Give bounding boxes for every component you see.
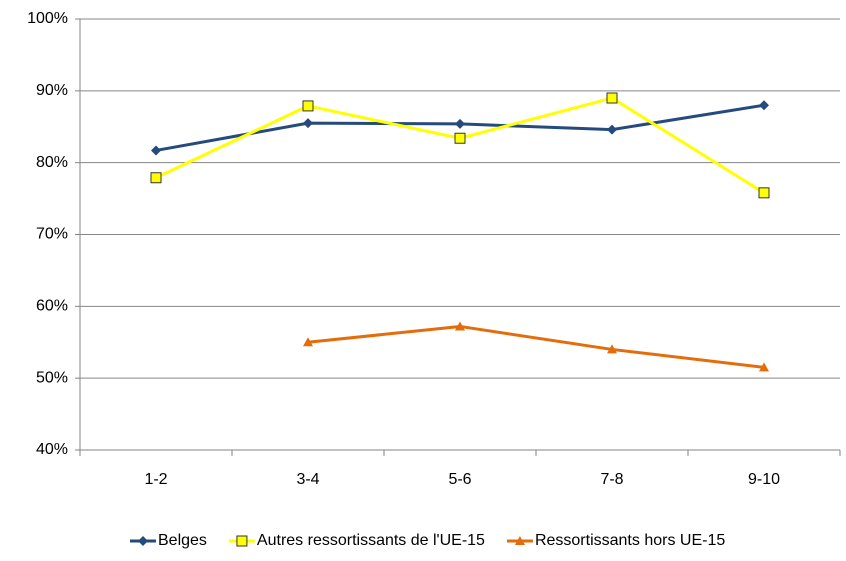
marker bbox=[236, 535, 248, 547]
y-tick-label: 90% bbox=[36, 82, 68, 99]
marker bbox=[303, 118, 313, 129]
series-line bbox=[155, 96, 765, 195]
y-tick-label: 50% bbox=[36, 369, 68, 386]
marker bbox=[759, 362, 769, 372]
marker bbox=[514, 536, 525, 545]
marker bbox=[138, 536, 148, 546]
marker bbox=[607, 344, 617, 354]
x-tick-label: 5-6 bbox=[448, 471, 471, 488]
marker bbox=[607, 124, 617, 135]
legend-label: Belges bbox=[158, 532, 207, 549]
series-line bbox=[307, 324, 765, 369]
marker bbox=[303, 337, 313, 347]
y-tick-label: 40% bbox=[36, 441, 68, 458]
y-tick-label: 100% bbox=[27, 10, 68, 27]
y-tick-label: 70% bbox=[36, 226, 68, 243]
x-tick-label: 7-8 bbox=[600, 471, 623, 488]
marker bbox=[455, 321, 465, 331]
marker bbox=[151, 145, 161, 156]
marker bbox=[758, 187, 770, 199]
marker bbox=[302, 100, 314, 112]
legend-label: Autres ressortissants de l'UE-15 bbox=[257, 532, 485, 549]
marker bbox=[454, 132, 466, 144]
legend-label: Ressortissants hors UE-15 bbox=[535, 532, 725, 549]
y-tick-label: 80% bbox=[36, 154, 68, 171]
marker bbox=[759, 100, 769, 111]
x-tick-label: 9-10 bbox=[748, 471, 780, 488]
y-tick-label: 60% bbox=[36, 298, 68, 315]
x-tick-label: 3-4 bbox=[296, 471, 319, 488]
marker bbox=[150, 172, 162, 184]
marker bbox=[455, 118, 465, 129]
marker bbox=[606, 92, 618, 104]
x-tick-label: 1-2 bbox=[144, 471, 167, 488]
